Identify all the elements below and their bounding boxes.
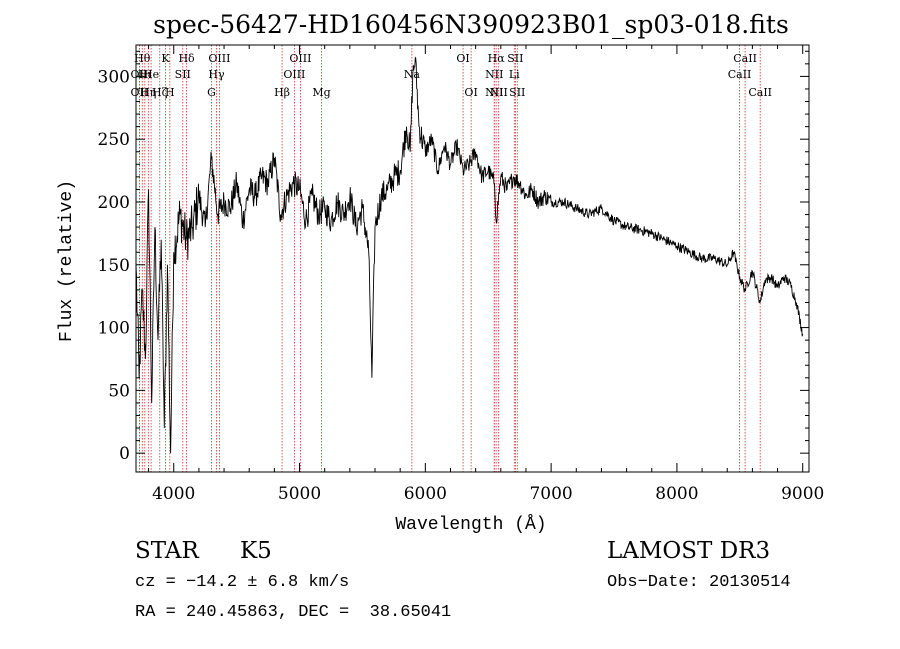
line-marker-label: OIII xyxy=(289,52,311,65)
line-marker-label: Hη xyxy=(140,86,156,99)
spectrum-line xyxy=(136,56,804,454)
x-tick-label: 7000 xyxy=(529,484,572,504)
y-tick-label: 250 xyxy=(98,130,130,150)
y-tick-label: 0 xyxy=(119,444,130,464)
line-marker-label: SII xyxy=(175,68,191,81)
line-marker-label: OI xyxy=(464,86,477,99)
line-marker-label: NII xyxy=(485,86,503,99)
line-marker-label: He xyxy=(143,68,159,81)
y-tick-label: 50 xyxy=(108,381,130,401)
x-axis-label: Wavelength (Å) xyxy=(395,514,546,535)
line-marker-label: CaII xyxy=(728,68,752,81)
spectral-subclass: K5 xyxy=(240,538,272,564)
line-marker-label: OIII xyxy=(208,52,230,65)
chart-title: spec-56427-HD160456N390923B01_sp03-018.f… xyxy=(153,10,789,39)
line-marker-label: Hβ xyxy=(274,86,290,99)
plot-frame xyxy=(135,44,810,473)
y-tick-label: 300 xyxy=(98,67,130,87)
y-tick-label: 100 xyxy=(98,319,130,339)
line-marker-label: Hι xyxy=(138,68,152,81)
line-marker-label: OI xyxy=(456,52,469,65)
x-tick-label: 6000 xyxy=(404,484,447,504)
emission-line-labels: HθOIIOIIHιHηHeHζKHSIIHδGHγOIIIHβOIIIOIII… xyxy=(131,52,772,99)
line-marker-label: Hθ xyxy=(134,52,151,65)
line-marker-label: Mg xyxy=(312,86,330,99)
y-tick-label: 200 xyxy=(98,193,130,213)
line-marker-label: OII xyxy=(131,86,149,99)
x-tick-label: 4000 xyxy=(152,484,195,504)
line-marker-label: H xyxy=(165,86,175,99)
x-tick-label: 8000 xyxy=(655,484,698,504)
y-tick-label: 150 xyxy=(98,256,130,276)
line-marker-label: K xyxy=(161,52,170,65)
line-marker-label: G xyxy=(207,86,216,99)
x-axis-ticks: 4000 5000 6000 7000 8000 9000 xyxy=(148,45,824,504)
line-marker-label: OIII xyxy=(283,68,305,81)
observation-date: Obs−Date: 20130514 xyxy=(607,573,791,592)
line-marker-label: CaII xyxy=(748,86,772,99)
line-marker-label: Na xyxy=(404,68,421,81)
line-marker-label: Hζ xyxy=(152,86,168,99)
line-marker-label: NII xyxy=(490,86,508,99)
line-marker-label: SII xyxy=(507,52,523,65)
object-class: STAR xyxy=(135,538,199,564)
y-axis-label: Flux (relative) xyxy=(57,180,77,342)
line-marker-label: Li xyxy=(509,68,520,81)
emission-line-markers xyxy=(138,45,761,472)
line-marker-label: Hδ xyxy=(178,52,195,65)
line-marker-label: Hα xyxy=(488,52,506,65)
y-axis-ticks: 0 50 100 150 200 250 300 xyxy=(98,50,809,464)
line-marker-label: NII xyxy=(485,68,503,81)
line-marker-label: SII xyxy=(509,86,525,99)
line-marker-label: OII xyxy=(131,68,149,81)
x-tick-label: 9000 xyxy=(781,484,824,504)
redshift-readout: cz = −14.2 ± 6.8 km/s xyxy=(135,573,350,592)
line-marker-label: Hγ xyxy=(208,68,225,81)
x-tick-label: 5000 xyxy=(278,484,321,504)
line-marker-label: CaII xyxy=(733,52,757,65)
sky-coordinates: RA = 240.45863, DEC = 38.65041 xyxy=(135,603,452,622)
survey-name: LAMOST DR3 xyxy=(607,538,771,564)
